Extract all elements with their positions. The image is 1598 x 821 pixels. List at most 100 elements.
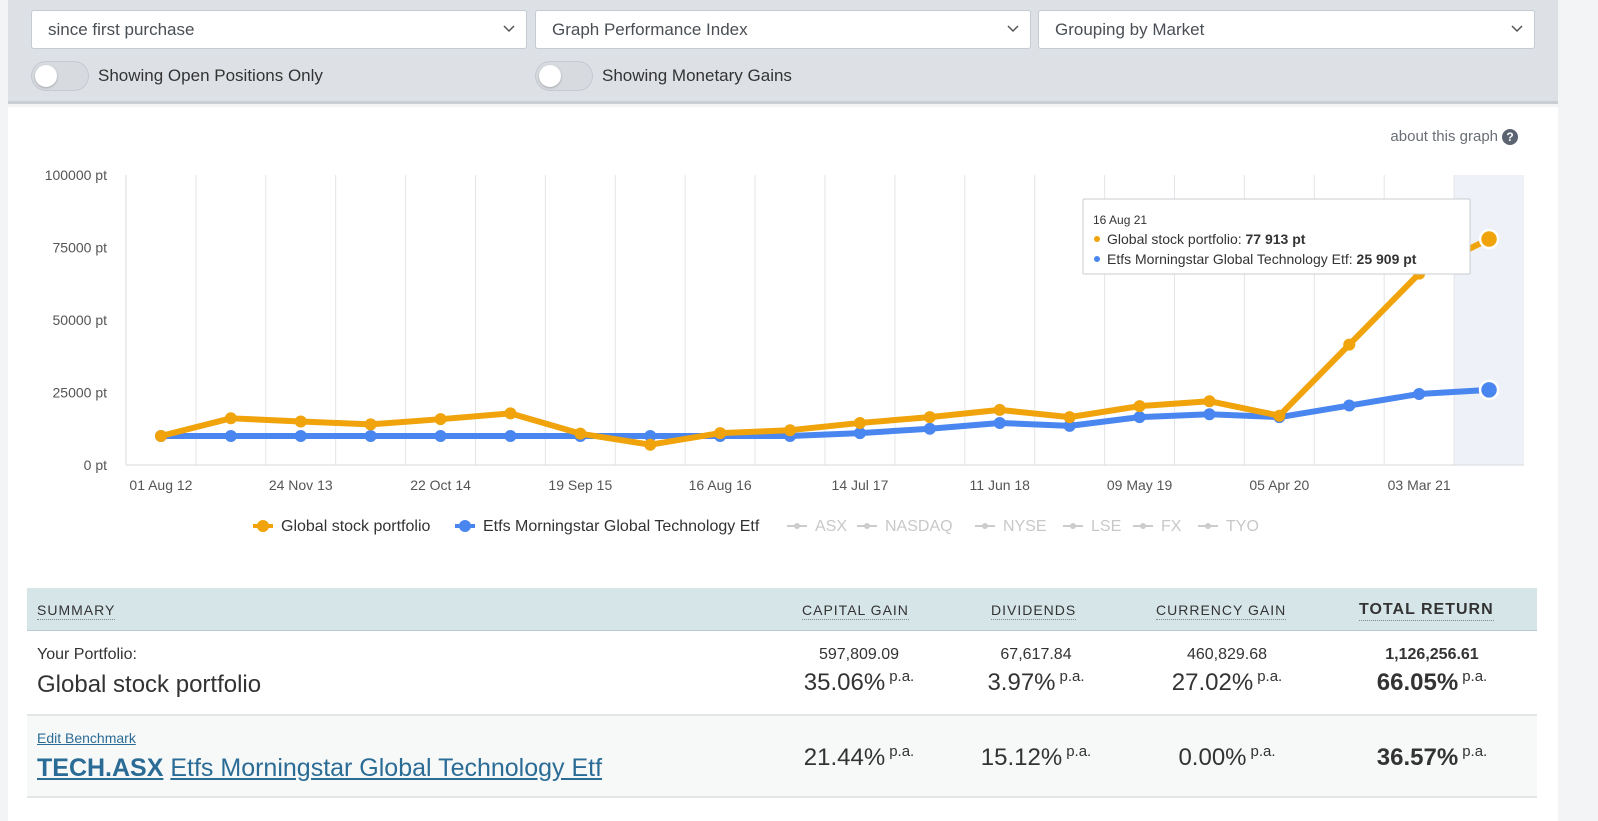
legend-marker-dot[interactable] (1140, 523, 1146, 529)
data-point[interactable] (294, 430, 307, 442)
legend-item-label[interactable]: LSE (1091, 518, 1121, 535)
about-graph-link[interactable]: about this graph ? (1390, 128, 1518, 145)
open-positions-toggle[interactable]: Showing Open Positions Only (31, 61, 323, 91)
data-point[interactable] (364, 430, 377, 442)
pa-label: p.a. (1462, 668, 1488, 685)
data-point[interactable] (1133, 400, 1146, 413)
data-point[interactable] (434, 413, 447, 426)
data-point[interactable] (1203, 395, 1216, 408)
data-point[interactable] (574, 427, 587, 440)
legend-item-label[interactable]: ASX (815, 518, 847, 535)
x-tick-label: 09 May 19 (1107, 477, 1173, 493)
data-point[interactable] (294, 415, 307, 428)
x-tick-label: 11 Jun 18 (970, 477, 1031, 493)
total-return-header[interactable]: TOTAL RETURN (1359, 601, 1494, 621)
x-tick-label: 03 Mar 21 (1388, 477, 1451, 493)
legend-marker-dot[interactable] (982, 523, 988, 529)
graph-type-select-value: Graph Performance Index (552, 20, 748, 39)
legend-item-label[interactable]: FX (1161, 518, 1182, 535)
benchmark-name-link[interactable]: Etfs Morningstar Global Technology Etf (170, 754, 603, 782)
data-point[interactable] (1203, 408, 1216, 421)
about-graph-label: about this graph (1390, 128, 1498, 145)
data-point[interactable] (504, 407, 517, 420)
period-select[interactable]: since first purchase (31, 10, 527, 49)
summary-header: SUMMARY CAPITAL GAIN DIVIDENDS CURRENCY … (27, 588, 1537, 631)
legend-item-label[interactable]: Global stock portfolio (281, 518, 431, 535)
data-point[interactable] (853, 416, 866, 429)
pa-label: p.a. (1059, 668, 1085, 685)
data-point[interactable] (364, 418, 377, 431)
tooltip-box (1082, 198, 1471, 275)
monetary-gains-label: Showing Monetary Gains (602, 66, 792, 85)
legend-marker-dot[interactable] (1070, 523, 1076, 529)
filter-bar: since first purchase Graph Performance I… (8, 0, 1558, 104)
portfolio-label: Your Portfolio: (37, 646, 137, 663)
edit-benchmark-link[interactable]: Edit Benchmark (37, 730, 136, 746)
data-point[interactable] (644, 438, 657, 451)
pa-label: p.a. (1066, 743, 1092, 760)
legend-marker-dot[interactable] (257, 520, 269, 532)
data-point[interactable] (1063, 419, 1076, 432)
toggle-knob (539, 65, 561, 87)
data-point[interactable] (1413, 387, 1426, 400)
tooltip-series-row: Global stock portfolio: 77 913 pt (1107, 231, 1306, 247)
legend-marker-dot[interactable] (1205, 523, 1211, 529)
x-tick-label: 22 Oct 14 (410, 477, 471, 493)
monetary-gains-toggle[interactable]: Showing Monetary Gains (535, 61, 792, 91)
legend-marker-dot[interactable] (794, 523, 800, 529)
data-point[interactable] (644, 430, 657, 442)
capital-gain-amount: 597,809.09 (818, 646, 900, 663)
graph-type-select[interactable]: Graph Performance Index (535, 10, 1031, 49)
data-point[interactable] (923, 411, 936, 424)
chevron-down-icon (503, 25, 515, 33)
data-point[interactable] (853, 427, 866, 440)
data-point[interactable] (1273, 409, 1286, 422)
data-point[interactable] (993, 416, 1006, 429)
benchmark-capital-gain-pct: 21.44% (803, 744, 886, 771)
period-select-value: since first purchase (48, 20, 195, 39)
help-icon: ? (1502, 128, 1518, 145)
x-tick-label: 16 Aug 16 (689, 477, 752, 493)
data-point[interactable] (224, 430, 237, 442)
total-return-amount: 1,126,256.61 (1385, 646, 1479, 663)
x-tick-label: 05 Apr 20 (1249, 477, 1309, 493)
toggle-switch[interactable] (31, 61, 89, 91)
currency-gain-amount: 460,829.68 (1186, 646, 1268, 663)
pa-label: p.a. (1462, 743, 1488, 760)
legend-item-label[interactable]: TYO (1226, 518, 1259, 535)
y-tick-label: 100000 pt (45, 167, 107, 183)
data-point[interactable] (1343, 399, 1356, 412)
highlighted-data-point[interactable] (1478, 379, 1500, 401)
grouping-select[interactable]: Grouping by Market (1038, 10, 1535, 49)
tooltip-series-marker (1094, 236, 1100, 242)
legend-marker-dot[interactable] (864, 523, 870, 529)
legend-item-label[interactable]: NYSE (1003, 518, 1047, 535)
benchmark-code-link[interactable]: TECH.ASX (37, 754, 164, 782)
legend-marker-dot[interactable] (459, 520, 471, 532)
data-point[interactable] (154, 430, 167, 442)
toggle-knob (35, 65, 57, 87)
open-positions-label: Showing Open Positions Only (98, 66, 323, 85)
data-point[interactable] (224, 412, 237, 425)
data-point[interactable] (1343, 338, 1356, 351)
data-point[interactable] (434, 430, 447, 442)
pa-label: p.a. (1257, 668, 1283, 685)
data-point[interactable] (1063, 411, 1076, 424)
data-point[interactable] (784, 424, 797, 437)
benchmark-dividends-pct: 15.12% (980, 744, 1063, 771)
data-point[interactable] (993, 403, 1006, 416)
y-tick-label: 50000 pt (53, 312, 108, 328)
highlighted-data-point[interactable] (1478, 228, 1500, 250)
legend-item-label[interactable]: Etfs Morningstar Global Technology Etf (483, 518, 760, 535)
capital-gain-header[interactable]: CAPITAL GAIN (802, 602, 909, 620)
data-point[interactable] (1133, 411, 1146, 424)
data-point[interactable] (714, 427, 727, 440)
legend-item-label[interactable]: NASDAQ (885, 518, 953, 535)
toggle-switch[interactable] (535, 61, 593, 91)
currency-gain-header[interactable]: CURRENCY GAIN (1156, 602, 1287, 620)
performance-chart: 100000 pt 75000 pt 50000 pt 25000 pt 0 pt 01 … (45, 167, 1524, 535)
benchmark-total-return-pct: 36.57% (1376, 744, 1459, 771)
data-point[interactable] (504, 430, 517, 442)
dividends-header[interactable]: DIVIDENDS (991, 602, 1077, 620)
data-point[interactable] (923, 422, 936, 435)
